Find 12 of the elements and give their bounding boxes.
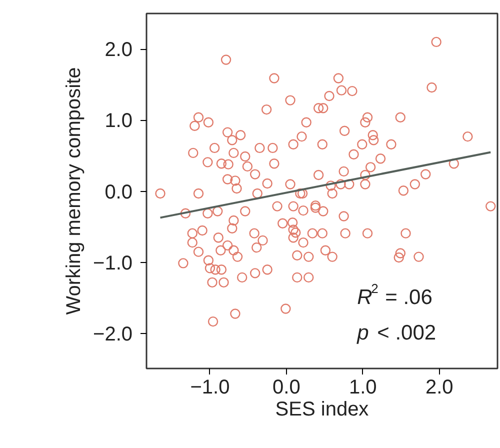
x-tick-label: 2.0 (425, 376, 454, 398)
y-tick-label: 0.0 (104, 181, 133, 204)
y-axis-title: Working memory composite (63, 67, 86, 315)
y-tick-label: −2.0 (93, 324, 132, 346)
y-tick-label: 2.0 (104, 39, 133, 62)
x-axis-title: SES index (275, 398, 369, 420)
x-tick-label: 0.0 (272, 376, 300, 398)
x-tick-label: −1.0 (190, 376, 230, 398)
annotation: p < .002 (356, 322, 436, 344)
y-tick-label: 1.0 (104, 110, 133, 132)
x-tick-label: 1.0 (349, 376, 377, 398)
y-tick-label: −1.0 (93, 252, 132, 274)
